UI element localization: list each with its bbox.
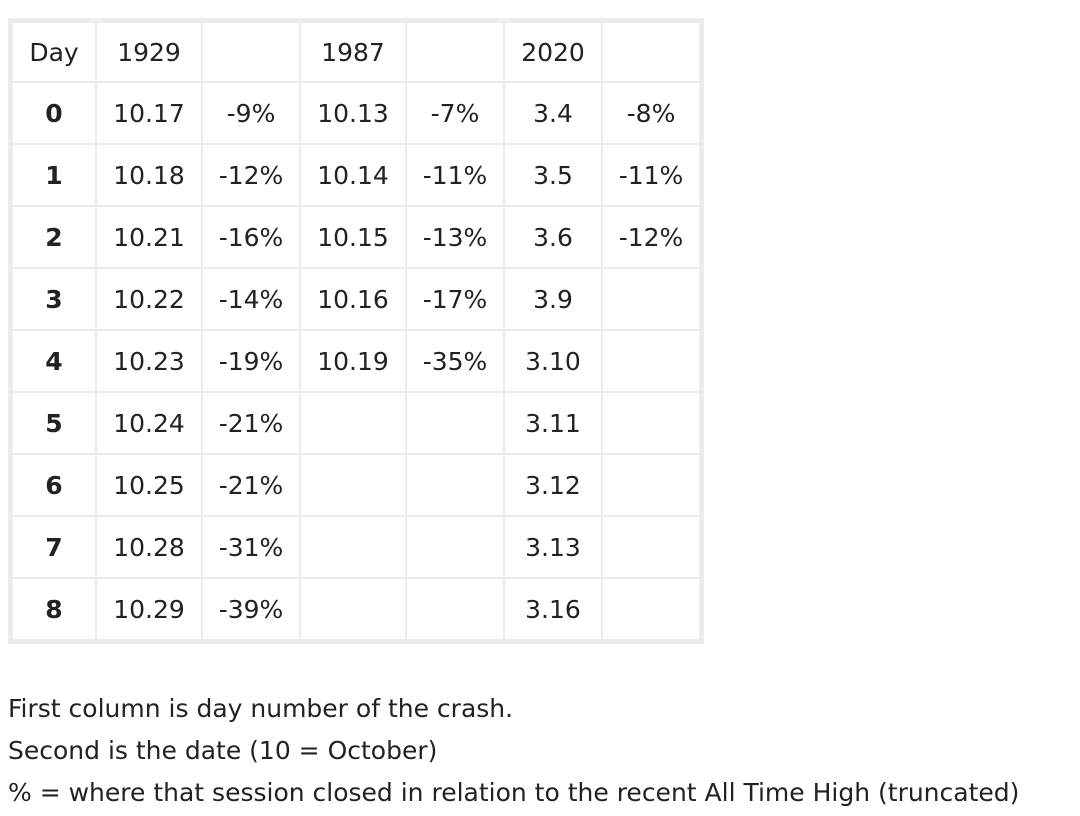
data-cell: 10.13 — [301, 83, 405, 143]
day-cell: 4 — [13, 331, 95, 391]
header-row: Day 1929 1987 2020 — [13, 23, 699, 81]
data-cell: -7% — [407, 83, 503, 143]
data-cell: -21% — [203, 393, 299, 453]
data-cell: 10.24 — [97, 393, 201, 453]
day-cell: 7 — [13, 517, 95, 577]
empty-cell — [203, 23, 299, 81]
data-row: 1 10.18 -12% 10.14 -11% 3.5 -11% — [13, 145, 699, 205]
empty-cell — [301, 393, 405, 453]
data-cell: 10.28 — [97, 517, 201, 577]
data-cell: 3.13 — [505, 517, 601, 577]
data-cell: -8% — [603, 83, 699, 143]
header-cell: 1929 — [97, 23, 201, 81]
data-cell: -12% — [603, 207, 699, 267]
data-row: 2 10.21 -16% 10.15 -13% 3.6 -12% — [13, 207, 699, 267]
day-cell: 0 — [13, 83, 95, 143]
data-cell: 10.29 — [97, 579, 201, 639]
note-line: First column is day number of the crash. — [8, 694, 514, 723]
data-row: 8 10.29 -39% 3.16 — [13, 579, 699, 639]
empty-cell — [407, 517, 503, 577]
data-row: 3 10.22 -14% 10.16 -17% 3.9 — [13, 269, 699, 329]
header-cell: 1987 — [301, 23, 405, 81]
day-cell: 8 — [13, 579, 95, 639]
data-cell: -19% — [203, 331, 299, 391]
note-line: Second is the date (10 = October) — [8, 736, 438, 765]
data-cell: -39% — [203, 579, 299, 639]
data-cell: 3.12 — [505, 455, 601, 515]
data-row: 6 10.25 -21% 3.12 — [13, 455, 699, 515]
notes: First column is day number of the crash.… — [8, 688, 1019, 814]
empty-cell — [603, 455, 699, 515]
data-cell: -11% — [603, 145, 699, 205]
data-cell: -9% — [203, 83, 299, 143]
data-cell: 10.19 — [301, 331, 405, 391]
empty-cell — [301, 455, 405, 515]
data-cell: 3.11 — [505, 393, 601, 453]
data-cell: 10.17 — [97, 83, 201, 143]
data-cell: -12% — [203, 145, 299, 205]
data-cell: 3.6 — [505, 207, 601, 267]
data-cell: 10.14 — [301, 145, 405, 205]
data-cell: 3.10 — [505, 331, 601, 391]
data-cell: -16% — [203, 207, 299, 267]
empty-cell — [407, 23, 503, 81]
data-cell: 10.21 — [97, 207, 201, 267]
data-cell: -13% — [407, 207, 503, 267]
empty-cell — [603, 579, 699, 639]
data-cell: 10.22 — [97, 269, 201, 329]
empty-cell — [603, 393, 699, 453]
data-cell: -21% — [203, 455, 299, 515]
data-cell: 10.15 — [301, 207, 405, 267]
data-cell: 3.4 — [505, 83, 601, 143]
empty-cell — [603, 269, 699, 329]
data-cell: 10.18 — [97, 145, 201, 205]
day-cell: 2 — [13, 207, 95, 267]
data-row: 7 10.28 -31% 3.13 — [13, 517, 699, 577]
day-cell: 1 — [13, 145, 95, 205]
data-cell: 10.25 — [97, 455, 201, 515]
data-row: 5 10.24 -21% 3.11 — [13, 393, 699, 453]
empty-cell — [301, 579, 405, 639]
day-cell: 6 — [13, 455, 95, 515]
data-cell: -35% — [407, 331, 503, 391]
data-cell: -11% — [407, 145, 503, 205]
empty-cell — [407, 579, 503, 639]
empty-cell — [407, 393, 503, 453]
empty-cell — [603, 331, 699, 391]
data-cell: -31% — [203, 517, 299, 577]
data-cell: -17% — [407, 269, 503, 329]
crash-table: Day 1929 1987 2020 0 10.17 -9% 10.13 -7% 3.4 -8% 1 1… — [8, 18, 704, 644]
header-cell: Day — [13, 23, 95, 81]
day-cell: 3 — [13, 269, 95, 329]
empty-cell — [407, 455, 503, 515]
data-row: 4 10.23 -19% 10.19 -35% 3.10 — [13, 331, 699, 391]
data-row: 0 10.17 -9% 10.13 -7% 3.4 -8% — [13, 83, 699, 143]
data-cell: 10.23 — [97, 331, 201, 391]
data-cell: -14% — [203, 269, 299, 329]
data-cell: 10.16 — [301, 269, 405, 329]
data-cell: 3.5 — [505, 145, 601, 205]
day-cell: 5 — [13, 393, 95, 453]
data-cell: 3.16 — [505, 579, 601, 639]
empty-cell — [301, 517, 405, 577]
empty-cell — [603, 517, 699, 577]
empty-cell — [603, 23, 699, 81]
header-cell: 2020 — [505, 23, 601, 81]
data-cell: 3.9 — [505, 269, 601, 329]
note-line: % = where that session closed in relatio… — [8, 778, 1020, 807]
table-body: Day 1929 1987 2020 0 10.17 -9% 10.13 -7% 3.4 -8% 1 1… — [13, 23, 699, 639]
